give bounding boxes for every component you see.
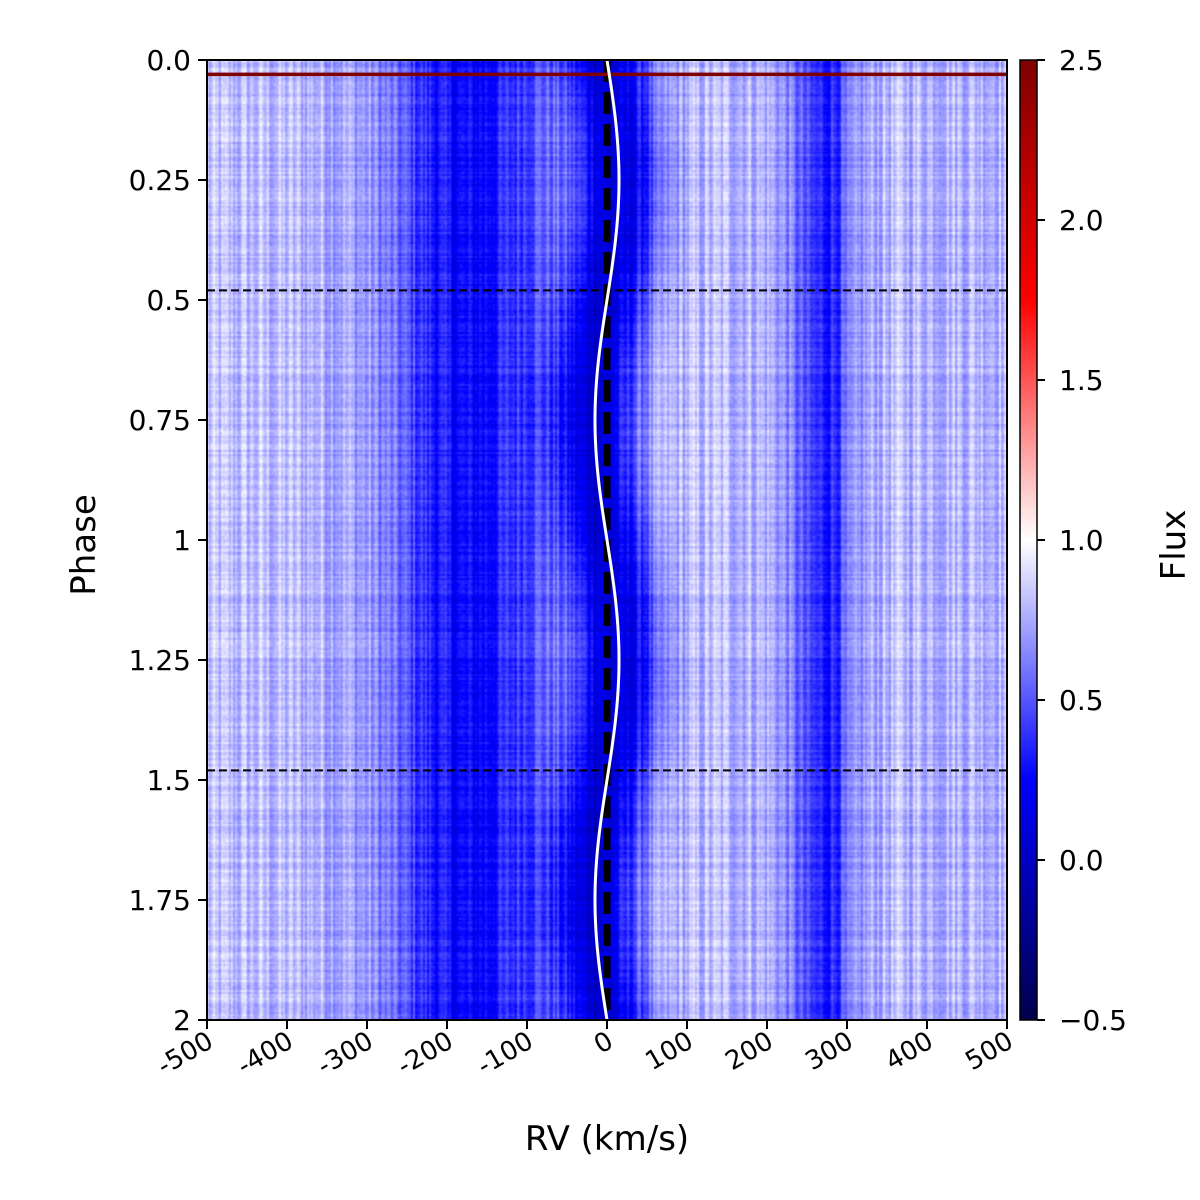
y-axis-label: Phase (64, 494, 104, 596)
x-tick-label: 300 (801, 1026, 859, 1077)
y-tick-label: 1.5 (146, 764, 191, 797)
colorbar-tick-label: 0.0 (1059, 844, 1104, 877)
y-tick-label: 1.25 (129, 644, 191, 677)
y-tick-label: 0.25 (129, 164, 191, 197)
x-tick-label: 500 (961, 1026, 1019, 1077)
colorbar-label: Flux (1154, 510, 1194, 581)
x-tick-label: 100 (641, 1026, 699, 1077)
colorbar-tick-label: 1.5 (1059, 364, 1104, 397)
x-tick-label: 0 (589, 1026, 618, 1060)
y-tick-label: 0.0 (146, 44, 191, 77)
x-tick-label: -100 (472, 1026, 538, 1081)
y-tick-label: 0.5 (146, 284, 191, 317)
y-tick-label: 0.75 (129, 404, 191, 437)
colorbar-tick-label: 2.0 (1059, 204, 1104, 237)
colorbar-tick-label: 2.5 (1059, 44, 1104, 77)
colorbar-tick-label: −0.5 (1059, 1004, 1127, 1037)
y-tick-label: 1.75 (129, 884, 191, 917)
y-tick-label: 2 (173, 1004, 191, 1037)
x-tick-label: 200 (721, 1026, 779, 1077)
y-tick-label: 1 (173, 524, 191, 557)
x-tick-label: -200 (392, 1026, 458, 1081)
colorbar-tick-label: 0.5 (1059, 684, 1104, 717)
rv-curve (593, 60, 621, 1020)
x-axis-ticks: -500 -400 -300 -200 -100 0 100 200 300 400 500 (152, 1020, 1019, 1082)
x-tick-label: -300 (312, 1026, 378, 1081)
overlay-lines (207, 60, 1007, 1020)
colorbar (1019, 59, 1038, 1021)
x-axis-label: RV (km/s) (525, 1119, 689, 1159)
colorbar-ticks: 2.5 2.0 1.5 1.0 0.5 0.0 −0.5 (1037, 44, 1127, 1037)
x-tick-label: -400 (232, 1026, 298, 1081)
colorbar-tick-label: 1.0 (1059, 524, 1104, 557)
y-axis-ticks: 0.0 0.25 0.5 0.75 1 1.25 1.5 1.75 2 (129, 44, 207, 1037)
x-tick-label: 400 (881, 1026, 939, 1077)
